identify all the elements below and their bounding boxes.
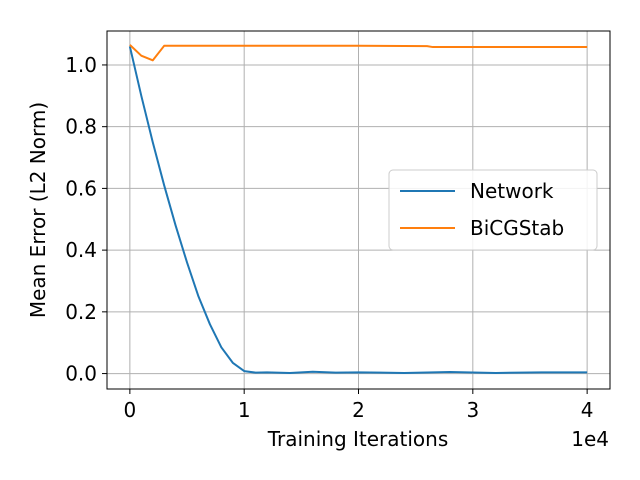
y-tick-label: 0.2 (65, 300, 97, 324)
y-tick-label: 0.8 (65, 115, 97, 139)
x-axis-offset-label: 1e4 (571, 427, 609, 451)
y-tick-label: 1.0 (65, 53, 97, 77)
x-tick-label: 2 (352, 398, 365, 422)
series-line-network (128, 46, 588, 374)
series-line-bicgstab (129, 44, 588, 62)
series-layer (128, 44, 588, 374)
x-tick-label: 4 (581, 398, 594, 422)
x-tick-label: 0 (123, 398, 136, 422)
ticks: 0 1 2 3 4 0.0 0.2 0.4 0.6 0.8 1.0 (65, 53, 593, 422)
x-tick-label: 1 (238, 398, 251, 422)
y-tick-label: 0.4 (65, 238, 97, 262)
legend: Network BiCGStab (388, 169, 598, 251)
x-tick-label: 3 (466, 398, 479, 422)
legend-label-bicgstab: BiCGStab (470, 216, 564, 240)
y-tick-label: 0.6 (65, 176, 97, 200)
y-tick-label: 0.0 (65, 362, 97, 386)
x-axis-label: Training Iterations (267, 427, 449, 451)
y-axis-label: Mean Error (L2 Norm) (26, 102, 50, 318)
legend-label-network: Network (470, 179, 554, 203)
